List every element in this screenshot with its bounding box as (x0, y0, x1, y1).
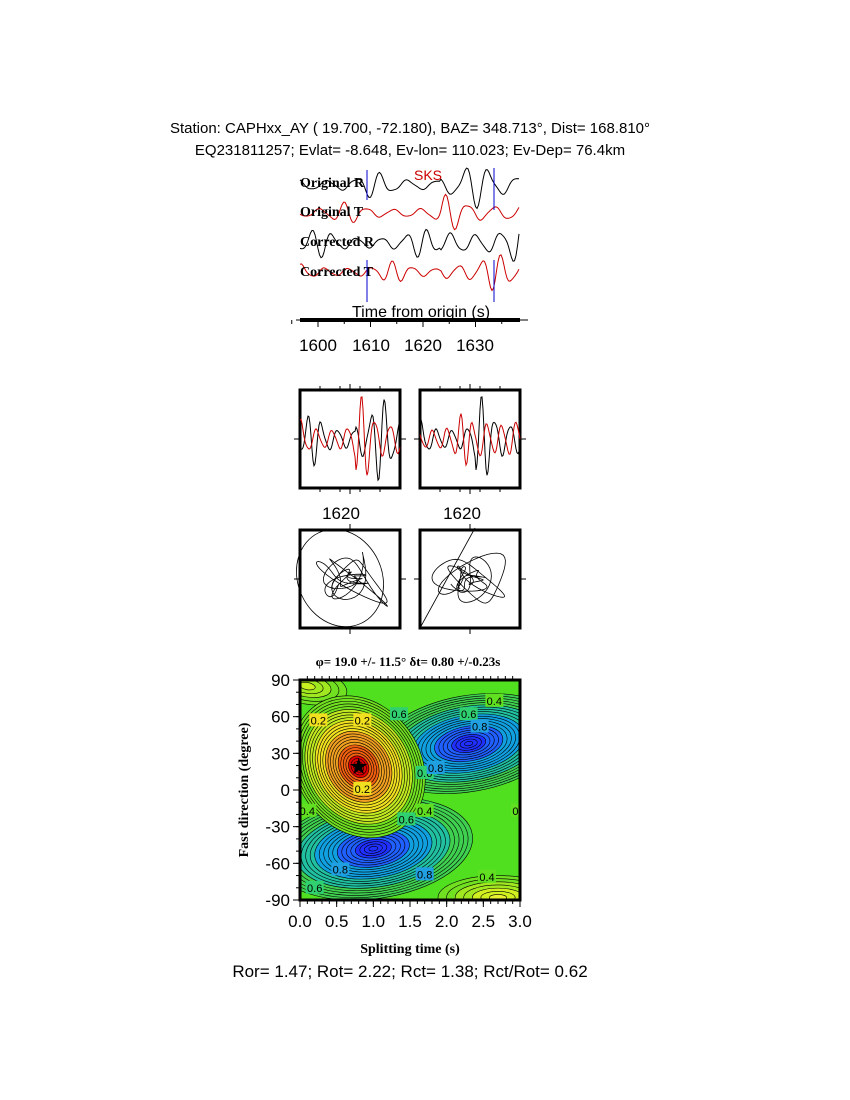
contour-label-bg (415, 803, 434, 817)
contour-label-bg (415, 867, 434, 881)
y-tick-label: 0 (281, 781, 290, 800)
station-info: Station: CAPHxx_AY ( 19.700, -72.180), B… (169, 120, 651, 137)
contour-label-bg (305, 880, 324, 894)
contour-label-bg (331, 862, 350, 876)
contour-title: φ= 19.0 +/- 11.5° δt= 0.80 +/-0.23s (316, 654, 501, 669)
contour-label: 0.2 (355, 784, 370, 796)
contour-label: 0.6 (307, 883, 322, 895)
y-tick-label: -30 (265, 818, 290, 837)
time-tick-label: 1630 (456, 336, 494, 355)
trace-panel (299, 167, 520, 292)
x-tick-label: 1.5 (398, 912, 422, 931)
contour-label: 0.6 (399, 814, 414, 826)
contour-label-bg (309, 713, 328, 727)
x-tick-label: 2.5 (472, 912, 496, 931)
contour-label: 0.4 (479, 872, 494, 884)
time-tick-label: 1600 (299, 336, 337, 355)
contour-label-bg (353, 781, 372, 795)
contour-axes: 0.0 0.5 1.0 1.5 2.0 2.5 3.0 90 60 30 0 -30 -60 -90 (265, 671, 531, 931)
contour-label-bg (511, 803, 520, 817)
particle-motion (419, 527, 476, 629)
trace-label-original-t: Original T (300, 205, 364, 220)
contour-label-bg (478, 869, 496, 883)
contour-label: 0.4 (487, 696, 502, 708)
contour-label-bg (426, 761, 445, 774)
panel-frame (298, 528, 402, 630)
trace-label-original-r: Original R (300, 176, 365, 191)
x-tick-label: 1.0 (362, 912, 386, 931)
contour-label: 0.6 (391, 709, 406, 721)
contour-label-bg (397, 812, 416, 826)
contour-label: 0.8 (417, 869, 432, 881)
energy-map: 0.2 0.20.20.4 0.40.40.40.40.60.60.60.60.60… (300, 680, 527, 900)
contour-ring (300, 682, 316, 691)
contour-label: 0.4 (300, 806, 315, 818)
waveform-comparison-panels (294, 384, 526, 634)
y-tick-label: -60 (265, 854, 290, 873)
y-tick-label: 60 (271, 708, 290, 727)
time-axis-ticks (291, 320, 503, 327)
x-axis-label: Splitting time (s) (360, 942, 460, 957)
y-tick-label: 30 (271, 744, 290, 763)
contour-label-bg (470, 719, 489, 733)
y-axis-label: Fast direction (degree) (237, 722, 252, 857)
seismogram-trace (299, 254, 520, 292)
contour-ring (368, 846, 379, 852)
waveform (299, 399, 401, 482)
seismogram-trace (299, 193, 520, 231)
contour-label-bg (390, 707, 408, 721)
contour-label-bg (353, 713, 372, 727)
x-tick-label: 2.0 (435, 912, 459, 931)
contour-label-bg (300, 803, 317, 817)
waveform (419, 413, 521, 467)
contour-label-bg (485, 693, 504, 707)
time-tick-label: 1610 (352, 336, 390, 355)
seismogram-trace (299, 167, 520, 210)
particle-motion (431, 552, 506, 604)
contour-label: 0.2 (311, 715, 326, 727)
x-tick-label: 0.0 (288, 912, 312, 931)
seismogram-trace (299, 228, 520, 262)
contour-label: 0.8 (472, 721, 487, 733)
panel-tick-label: 1620 (443, 504, 481, 523)
contour-label: 0.4 (417, 806, 432, 818)
y-tick-label: 90 (271, 671, 290, 690)
contour-label: 0.2 (355, 715, 370, 727)
panel-tick-label: 1620 (322, 504, 360, 523)
trace-label-corrected-t: Corrected T (300, 265, 374, 280)
contour-ring (464, 740, 474, 747)
event-info: EQ231811257; Evlat= -8.648, Ev-lon= 110.… (194, 142, 626, 159)
contour-label-bg (459, 707, 478, 721)
time-tick-label: 1620 (404, 336, 442, 355)
contour-label: 0.6 (461, 709, 476, 721)
trace-label-corrected-r: Corrected R (300, 235, 375, 250)
particle-motion (316, 552, 388, 607)
particle-motion (296, 528, 384, 628)
best-fit-star (350, 757, 368, 775)
time-axis-label: Time from origin (s) (352, 304, 490, 321)
phase-label: SKS (414, 167, 442, 183)
contour-label: 0.8 (333, 864, 348, 876)
contour-label: 0.4 (512, 806, 527, 818)
waveform (299, 396, 401, 476)
y-tick-label: -90 (265, 891, 290, 910)
contour-label: 0.8 (428, 763, 443, 775)
ratio-summary: Ror= 1.47; Rot= 2.22; Rct= 1.38; Rct/Rot… (232, 962, 588, 981)
x-tick-label: 3.0 (508, 912, 532, 931)
x-tick-label: 0.5 (325, 912, 349, 931)
